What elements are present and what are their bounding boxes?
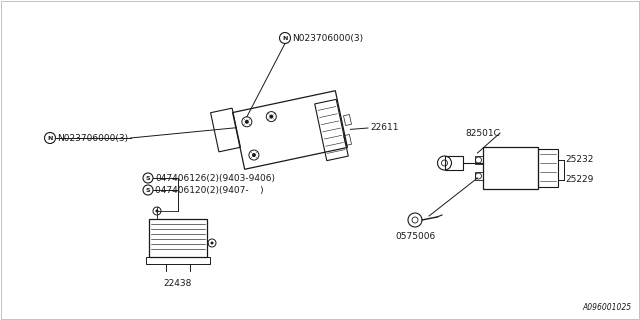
- Circle shape: [269, 115, 273, 119]
- Text: N023706000(3): N023706000(3): [57, 133, 128, 142]
- Circle shape: [245, 120, 249, 124]
- Text: N: N: [47, 135, 52, 140]
- Circle shape: [156, 210, 159, 212]
- Text: 047406120(2)(9407-    ): 047406120(2)(9407- ): [155, 186, 264, 195]
- Circle shape: [211, 242, 214, 244]
- Text: 22438: 22438: [164, 279, 192, 288]
- Bar: [149, 219, 207, 257]
- Text: S: S: [146, 175, 150, 180]
- Text: 22611: 22611: [370, 124, 399, 132]
- Bar: [445, 156, 463, 170]
- Bar: [474, 172, 483, 180]
- Text: A096001025: A096001025: [583, 303, 632, 312]
- Bar: [474, 156, 483, 164]
- Text: S: S: [146, 188, 150, 193]
- Circle shape: [252, 153, 256, 157]
- Text: 25232: 25232: [566, 156, 594, 164]
- Bar: [483, 147, 538, 189]
- Text: 047406126(2)(9403-9406): 047406126(2)(9403-9406): [155, 173, 275, 182]
- Bar: [538, 149, 557, 187]
- Text: 82501C: 82501C: [465, 129, 500, 138]
- Text: 25229: 25229: [566, 175, 594, 185]
- Bar: [146, 257, 210, 264]
- Text: 0575006: 0575006: [395, 232, 435, 241]
- Text: N: N: [282, 36, 288, 41]
- Text: N023706000(3): N023706000(3): [292, 34, 363, 43]
